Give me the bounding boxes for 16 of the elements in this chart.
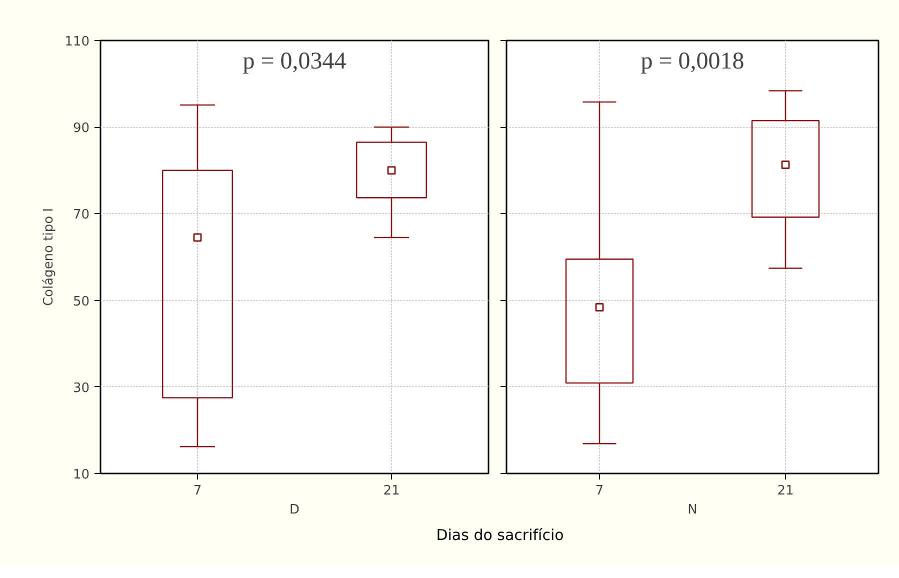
text: Dias do sacrifício xyxy=(436,525,564,546)
y-tick-label: 30 xyxy=(72,380,90,396)
annotation: p = 0,0344 xyxy=(242,48,346,74)
y-tick-label: 10 xyxy=(72,468,90,482)
y-tick-label: 110 xyxy=(64,34,90,50)
x-tick-label: 21 xyxy=(777,484,794,498)
x-axis-title: N xyxy=(688,502,698,518)
x-tick-label: 7 xyxy=(595,484,604,498)
y-axis-title: Colágeno tipo I xyxy=(42,208,57,306)
y-tick-label: 90 xyxy=(72,121,90,136)
x-axis-title: D xyxy=(289,502,300,518)
y-tick-label: 50 xyxy=(72,294,90,310)
x-tick-label: 21 xyxy=(383,484,400,498)
x-tick-label: 7 xyxy=(193,484,202,498)
annotation: p = 0,0018 xyxy=(640,48,744,74)
y-tick-label: 70 xyxy=(72,208,90,223)
